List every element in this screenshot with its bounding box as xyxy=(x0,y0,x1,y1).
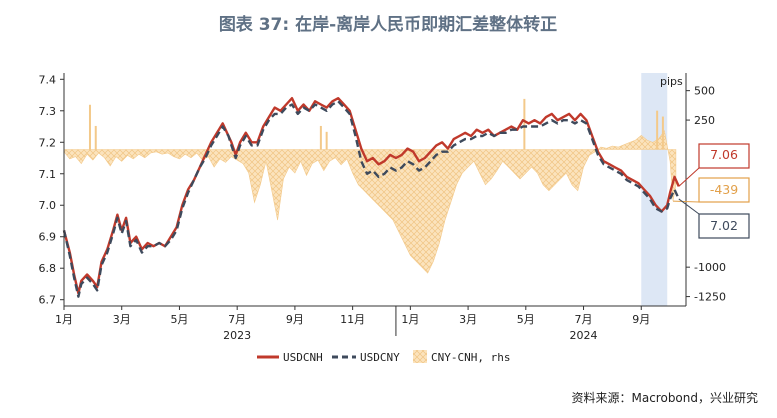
x-tick-label: 9月 xyxy=(632,313,650,326)
callout-connector xyxy=(672,200,700,203)
left-tick-label: 6.8 xyxy=(39,262,57,275)
callout-value: 7.02 xyxy=(710,218,738,233)
x-tick-label: 11月 xyxy=(340,313,365,326)
source-note: 资料来源：Macrobond，兴业研究 xyxy=(572,390,759,405)
x-tick-label: 3月 xyxy=(459,313,477,326)
callout-value: 7.06 xyxy=(710,147,738,162)
callout-connector xyxy=(678,198,700,215)
right-tick-label: -1250 xyxy=(694,291,726,304)
right-axis-ticks: 500 250 -1000 -1250 xyxy=(686,85,726,304)
right-tick-label: 250 xyxy=(694,114,715,127)
legend-usdcny-label: USDCNY xyxy=(360,351,400,364)
x-tick-label: 7月 xyxy=(228,313,246,326)
year-labels: 2023 2024 xyxy=(223,306,598,342)
x-tick-label: 1月 xyxy=(401,313,419,326)
x-tick-label: 1月 xyxy=(55,313,73,326)
x-tick-label: 9月 xyxy=(286,313,304,326)
chart-title: 图表 37: 在岸-离岸人民币即期汇差整体转正 xyxy=(219,14,557,35)
callout-box xyxy=(698,213,750,239)
callout-box xyxy=(698,177,750,203)
series-lines xyxy=(62,97,680,298)
callout-box xyxy=(698,143,750,169)
left-tick-label: 7.2 xyxy=(39,136,57,149)
left-tick-label: 7.3 xyxy=(39,105,57,118)
legend-cny-cnh-label: CNY-CNH, rhs xyxy=(431,351,510,364)
x-tick-label: 5月 xyxy=(170,313,188,326)
left-tick-label: 6.7 xyxy=(39,294,57,307)
callout-value: -439 xyxy=(710,182,738,197)
pips-label: pips xyxy=(660,75,683,88)
left-tick-label: 7.1 xyxy=(39,168,57,181)
legend-usdcnh-label: USDCNH xyxy=(283,351,323,364)
left-tick-label: 6.9 xyxy=(39,231,57,244)
cny-cnh-area xyxy=(63,98,677,274)
left-tick-label: 7.0 xyxy=(39,199,57,212)
right-tick-label: -1000 xyxy=(694,261,726,274)
year-label: 2024 xyxy=(570,329,598,342)
right-tick-label: 500 xyxy=(694,85,715,98)
x-tick-label: 7月 xyxy=(575,313,593,326)
callouts: 7.06 -439 7.02 xyxy=(672,143,750,239)
cny-cnh-area-path xyxy=(63,129,677,274)
left-tick-label: 7.4 xyxy=(39,73,57,86)
x-tick-label: 3月 xyxy=(113,313,131,326)
legend-cny-cnh-swatch xyxy=(413,350,427,363)
x-axis-ticks: 1月 3月 5月 7月 9月 11月 1月 3月 5月 7月 9月 xyxy=(55,306,650,326)
x-tick-label: 5月 xyxy=(517,313,535,326)
year-label: 2023 xyxy=(223,329,251,342)
series-usdcny-line xyxy=(62,100,680,298)
legend: USDCNH USDCNY CNY-CNH, rhs xyxy=(257,350,510,364)
left-axis-ticks: 6.7 6.8 6.9 7.0 7.1 7.2 7.3 7.4 xyxy=(39,73,64,307)
callout-connector xyxy=(678,167,700,187)
